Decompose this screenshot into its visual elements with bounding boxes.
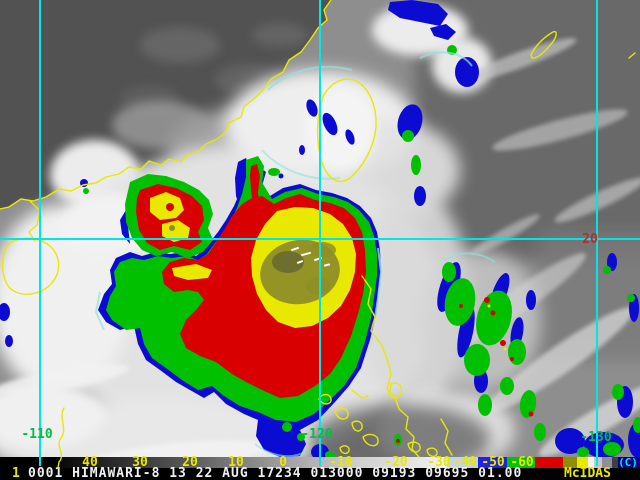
longitude-label-center: -120	[301, 427, 333, 442]
colorbar-scale-label: -40	[453, 455, 477, 470]
colorbar-scale-label: -20	[384, 455, 408, 470]
colorbar-scale-label: -60	[510, 455, 534, 470]
latitude-label: 20	[582, 232, 598, 247]
enhancement-red-dots	[166, 203, 174, 211]
colorbar-scale-label: 10	[228, 455, 244, 470]
colorbar-scale-label: 20	[182, 455, 198, 470]
longitude-label-left: -110	[21, 427, 53, 442]
colorbar-scale-label: -10	[329, 455, 353, 470]
crosshair-horizontal	[0, 238, 640, 240]
colorbar-scale-label: 30	[132, 455, 148, 470]
colorbar-scale-label: 0	[279, 455, 287, 470]
crosshair-vertical-right	[596, 0, 598, 466]
cell-yellow-specks	[487, 304, 507, 351]
crosshair-vertical-left	[39, 0, 41, 466]
colorbar-scale-label: -50	[481, 455, 505, 470]
longitude-label-right: -130	[580, 430, 612, 445]
frame-number: 1	[12, 466, 20, 480]
status-bar: 1 0001 HIMAWARI-8 13 22 AUG 17234 013000…	[0, 466, 640, 480]
cell-red-specks	[396, 297, 534, 443]
colorbar-scale-label: 40	[82, 455, 98, 470]
colorbar-scale-label: -30	[427, 455, 451, 470]
copyright-label: (C)	[618, 456, 638, 469]
cell-green-layer	[83, 45, 640, 459]
mcidas-brand: McIDAS	[564, 466, 611, 480]
image-annotation: 0001 HIMAWARI-8 13 22 AUG 17234 013000 0…	[28, 466, 523, 480]
crosshair-vertical-center	[319, 0, 321, 466]
